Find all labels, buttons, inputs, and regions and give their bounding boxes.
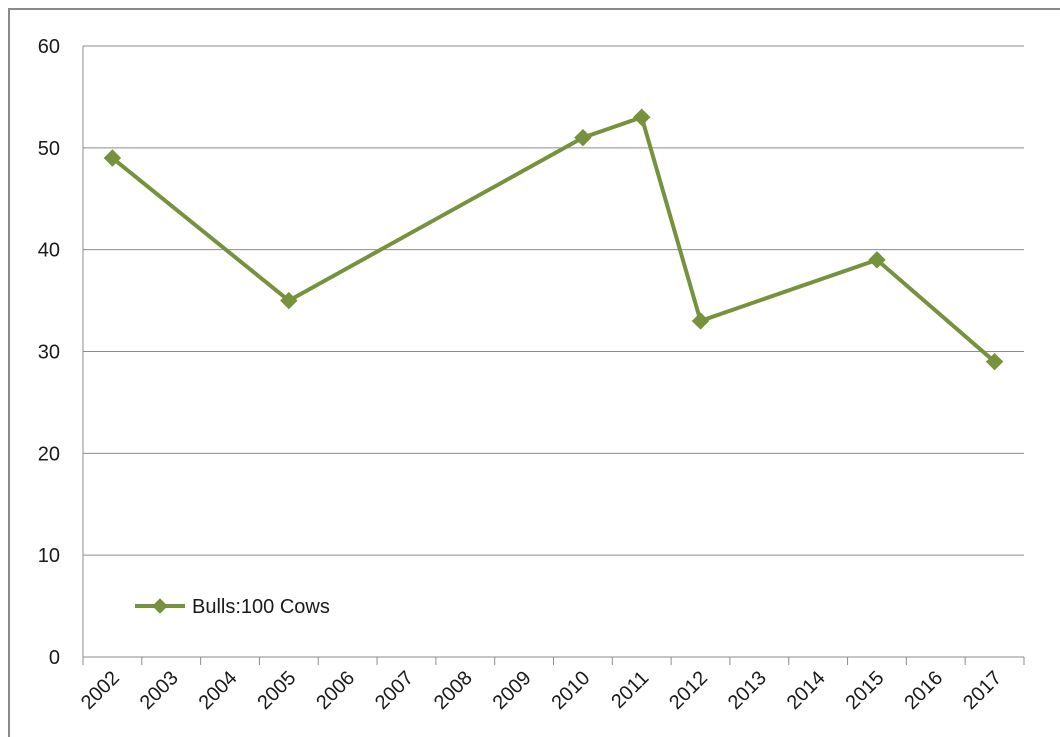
y-tick-label: 50	[38, 138, 60, 160]
y-axis: 0 10 20 30 40 50 60	[38, 36, 84, 669]
legend-diamond-marker	[152, 598, 168, 614]
data-point-marker	[985, 352, 1004, 371]
y-tick-label: 40	[38, 240, 60, 262]
data-point-marker	[103, 149, 122, 167]
y-tick-label: 60	[38, 36, 60, 58]
x-tick-label: 2012	[665, 667, 712, 714]
data-point-marker	[574, 128, 592, 147]
x-tick-label: 2007	[371, 667, 418, 714]
x-tick-label: 2005	[253, 667, 300, 714]
x-tick-label: 2004	[195, 667, 242, 714]
data-point-marker	[691, 312, 710, 330]
x-tick-label: 2009	[489, 667, 536, 714]
x-tick-label: 2016	[900, 667, 947, 714]
x-tick-label: 2011	[607, 667, 653, 713]
x-tick-label: 2017	[959, 667, 1006, 714]
x-tick-label: 2006	[312, 667, 359, 714]
y-tick-label: 10	[38, 545, 60, 567]
x-tick-label: 2008	[430, 667, 477, 714]
x-tick-label: 2013	[724, 667, 771, 714]
series-layer	[103, 108, 1004, 371]
x-tick-label: 2003	[136, 667, 183, 714]
chart-frame	[8, 8, 1060, 737]
x-axis: 2002 2003 2004 2005 2006 2007 2008 2009 2010 2011…	[77, 656, 1025, 714]
y-tick-label: 20	[38, 443, 60, 465]
data-point-marker	[280, 291, 298, 310]
data-point-marker	[633, 108, 651, 126]
data-point-marker	[868, 251, 886, 269]
legend: Bulls:100 Cows	[135, 596, 330, 618]
x-tick-label: 2010	[547, 667, 594, 714]
x-tick-label: 2002	[77, 667, 124, 714]
y-tick-label: 30	[38, 342, 60, 364]
gridlines	[83, 45, 1024, 556]
legend-label: Bulls:100 Cows	[192, 596, 330, 618]
x-tick-label: 2015	[841, 667, 888, 714]
series-line	[110, 115, 997, 364]
x-tick-label: 2014	[783, 667, 830, 714]
y-tick-label: 0	[49, 647, 60, 669]
